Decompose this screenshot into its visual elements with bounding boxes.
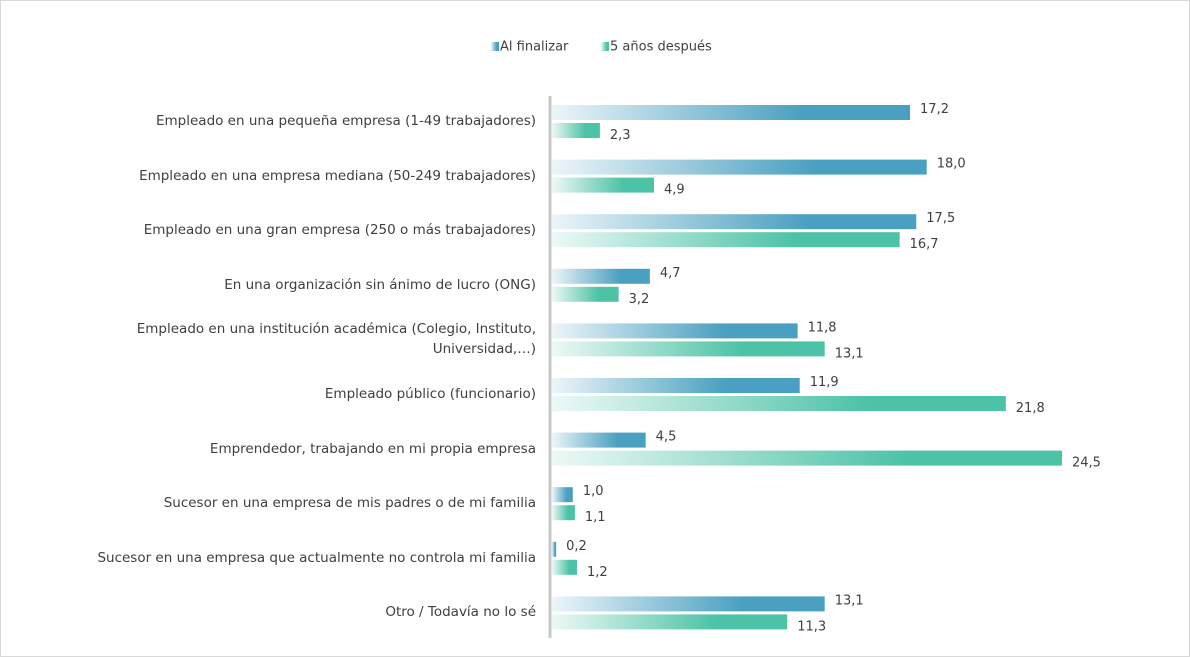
value-label: 4,7 [660, 266, 681, 281]
value-label: 11,9 [810, 375, 839, 390]
bar [552, 432, 646, 448]
category-label: En una organización sin ánimo de lucro (… [224, 276, 536, 293]
category-label: Empleado en una gran empresa (250 o más … [143, 222, 536, 239]
bar [552, 214, 917, 230]
category-label: Empleado público (funcionario) [324, 386, 536, 402]
bar [552, 123, 600, 138]
bar [552, 396, 1006, 411]
value-label: 1,1 [585, 510, 606, 525]
legend-label: Al finalizar [500, 40, 569, 55]
legend-swatch [601, 42, 609, 51]
bar [552, 268, 650, 284]
category-label: Otro / Todavía no lo sé [385, 604, 536, 621]
value-label: 16,7 [910, 237, 939, 252]
value-label: 0,2 [566, 539, 587, 554]
legend-swatch [491, 42, 499, 51]
bar [552, 378, 800, 393]
bar [552, 323, 798, 339]
value-label: 2,3 [610, 128, 631, 143]
bar [552, 159, 927, 175]
bar [552, 232, 900, 248]
value-label: 17,2 [920, 102, 949, 117]
category-label: Sucesor en una empresa que actualmente n… [97, 549, 536, 566]
category-label: Sucesor en una empresa de mis padres o d… [163, 495, 536, 512]
value-label: 24,5 [1072, 456, 1101, 471]
bar [552, 105, 911, 120]
value-label: 11,3 [797, 619, 826, 634]
category-label: Empleado en una pequeña empresa (1-49 tr… [155, 113, 536, 129]
category-label: Empleado en una institución académica (C… [136, 321, 536, 358]
bar [552, 286, 619, 302]
bar [552, 177, 654, 193]
category-label: Emprendedor, trabajando en mi propia emp… [209, 440, 536, 457]
value-label: 17,5 [926, 211, 955, 226]
value-label: 1,0 [583, 484, 604, 499]
bar [552, 541, 557, 557]
category-label: Empleado en una empresa mediana (50-249 … [139, 167, 536, 184]
legend-label: 5 años después [610, 40, 712, 55]
bar [552, 450, 1062, 466]
bar [552, 559, 577, 575]
bar [552, 614, 788, 630]
value-label: 21,8 [1016, 401, 1045, 416]
value-label: 13,1 [835, 593, 864, 608]
bar [552, 341, 825, 357]
bar [552, 487, 573, 503]
value-label: 13,1 [835, 346, 864, 361]
bar [552, 596, 825, 612]
value-label: 3,2 [629, 292, 650, 307]
value-label: 4,9 [664, 183, 685, 198]
value-label: 11,8 [808, 320, 837, 335]
bar [552, 505, 575, 521]
value-label: 1,2 [587, 565, 608, 580]
value-label: 4,5 [656, 430, 677, 445]
value-label: 18,0 [937, 157, 966, 172]
